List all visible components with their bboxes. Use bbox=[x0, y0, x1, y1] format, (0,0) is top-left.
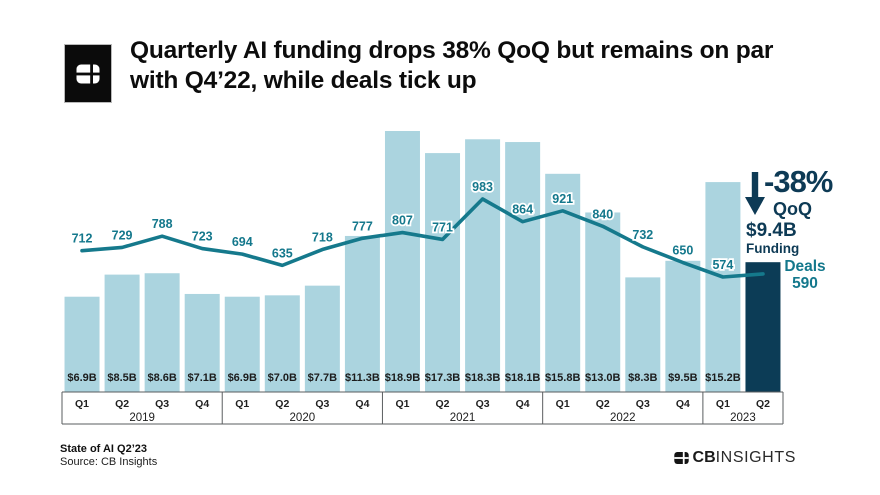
deals-point-label: 694 bbox=[232, 235, 253, 249]
funding-bar bbox=[625, 277, 661, 392]
funding-bar-label: $7.7B bbox=[308, 372, 337, 384]
quarter-tick-label: Q4 bbox=[676, 398, 690, 410]
deals-value: 590 bbox=[792, 275, 818, 293]
deals-point-label: 574 bbox=[712, 258, 733, 272]
funding-bar bbox=[505, 142, 541, 392]
quarter-tick-label: Q1 bbox=[75, 398, 89, 410]
year-tick-label: 2021 bbox=[450, 412, 476, 424]
quarter-tick-label: Q4 bbox=[195, 398, 209, 410]
deals-point-label: 807 bbox=[392, 214, 413, 228]
funding-bar-label: $8.5B bbox=[107, 372, 136, 384]
funding-bar-label: $13.0B bbox=[585, 372, 621, 384]
year-tick-label: 2023 bbox=[730, 412, 756, 424]
quarter-tick-label: Q2 bbox=[275, 398, 289, 410]
funding-bar-label: $7.1B bbox=[188, 372, 217, 384]
funding-bar-label: $15.2B bbox=[705, 372, 741, 384]
funding-bar bbox=[224, 296, 260, 392]
deals-point-label: 771 bbox=[432, 220, 453, 234]
deals-point-label: 788 bbox=[152, 217, 173, 231]
funding-bar-label: $18.3B bbox=[465, 372, 501, 384]
year-tick-label: 2022 bbox=[610, 412, 636, 424]
funding-bar-label: $15.8B bbox=[545, 372, 581, 384]
funding-bar bbox=[344, 235, 380, 392]
funding-bar-label: $8.6B bbox=[147, 372, 176, 384]
funding-bar-label: $18.9B bbox=[385, 372, 421, 384]
page-title: Quarterly AI funding drops 38% QoQ but r… bbox=[130, 36, 810, 96]
down-arrow-icon bbox=[745, 172, 765, 215]
funding-bar-label: $9.5B bbox=[668, 372, 697, 384]
funding-bar bbox=[465, 139, 501, 392]
report-title: State of AI Q2’23 bbox=[60, 443, 148, 455]
deals-line bbox=[80, 197, 765, 279]
quarter-tick-label: Q3 bbox=[155, 398, 169, 410]
funding-bar bbox=[545, 173, 581, 392]
deals-point-label: 729 bbox=[112, 228, 133, 242]
funding-bar bbox=[585, 212, 621, 392]
funding-bar-label: $17.3B bbox=[425, 372, 461, 384]
latest-funding-value: $9.4B bbox=[746, 220, 797, 241]
funding-bar bbox=[104, 274, 140, 392]
quarter-tick-label: Q1 bbox=[556, 398, 570, 410]
funding-bar bbox=[665, 260, 701, 392]
brand-text-light: INSIGHTS bbox=[715, 449, 796, 466]
latest-deals-callout: Deals 590 bbox=[780, 258, 830, 293]
deals-point-label: 650 bbox=[672, 244, 693, 258]
funding-bar bbox=[184, 293, 220, 392]
quarter-tick-label: Q2 bbox=[115, 398, 129, 410]
title-line-2: with Q4’22, while deals tick up bbox=[130, 66, 477, 94]
deals-point-label: 712 bbox=[72, 232, 93, 246]
funding-bar-label: $6.9B bbox=[67, 372, 96, 384]
funding-bar bbox=[264, 295, 300, 392]
funding-bar-label: $18.1B bbox=[505, 372, 541, 384]
funding-bar-label: $11.3B bbox=[345, 372, 380, 384]
deals-point-label: 635 bbox=[272, 246, 293, 260]
quarter-tick-label: Q4 bbox=[516, 398, 530, 410]
funding-bar-label: $6.9B bbox=[228, 372, 257, 384]
deals-point-label: 723 bbox=[192, 230, 213, 244]
funding-bar bbox=[64, 296, 100, 392]
quarter-tick-label: Q2 bbox=[436, 398, 450, 410]
funding-bar bbox=[144, 273, 180, 392]
quarter-tick-label: Q1 bbox=[395, 398, 409, 410]
qoq-change-label: QoQ bbox=[773, 199, 812, 219]
cbinsights-logo-mark bbox=[64, 44, 112, 103]
funding-bar bbox=[384, 131, 420, 392]
cbinsights-wordmark: CBINSIGHTS bbox=[673, 449, 796, 467]
quarter-tick-label: Q3 bbox=[476, 398, 490, 410]
brand-text-bold: CB bbox=[692, 449, 716, 466]
funding-bar-label: $7.0B bbox=[268, 372, 297, 384]
deals-point-label: 921 bbox=[552, 192, 573, 206]
funding-bar bbox=[304, 285, 340, 392]
cbinsights-window-icon bbox=[76, 63, 100, 84]
cbinsights-window-icon-small bbox=[673, 452, 689, 464]
funding-bar-label: $8.3B bbox=[628, 372, 657, 384]
deals-point-label: 777 bbox=[352, 219, 373, 233]
quarter-tick-label: Q3 bbox=[636, 398, 650, 410]
deals-point-label: 840 bbox=[592, 207, 613, 221]
funding-bar bbox=[425, 153, 461, 392]
latest-funding-label: Funding bbox=[746, 241, 800, 256]
quarter-tick-label: Q2 bbox=[596, 398, 610, 410]
funding-bar bbox=[705, 182, 741, 392]
quarter-tick-label: Q3 bbox=[315, 398, 329, 410]
quarter-tick-label: Q1 bbox=[235, 398, 249, 410]
deals-point-label: 718 bbox=[312, 231, 333, 245]
quarter-tick-label: Q4 bbox=[355, 398, 369, 410]
quarter-tick-label: Q1 bbox=[716, 398, 730, 410]
deals-point-label: 732 bbox=[632, 228, 653, 242]
funding-bar-highlight bbox=[745, 262, 781, 392]
deals-label: Deals bbox=[784, 258, 826, 275]
year-tick-label: 2019 bbox=[129, 412, 155, 424]
deals-point-label: 864 bbox=[512, 203, 533, 217]
year-tick-label: 2020 bbox=[290, 412, 316, 424]
deals-point-label: 983 bbox=[472, 180, 493, 194]
title-line-1: Quarterly AI funding drops 38% QoQ but r… bbox=[130, 37, 774, 64]
source-note: Source: CB Insights bbox=[60, 456, 158, 468]
qoq-change-value: -38% bbox=[764, 164, 833, 199]
quarter-tick-label: Q2 bbox=[756, 398, 770, 410]
